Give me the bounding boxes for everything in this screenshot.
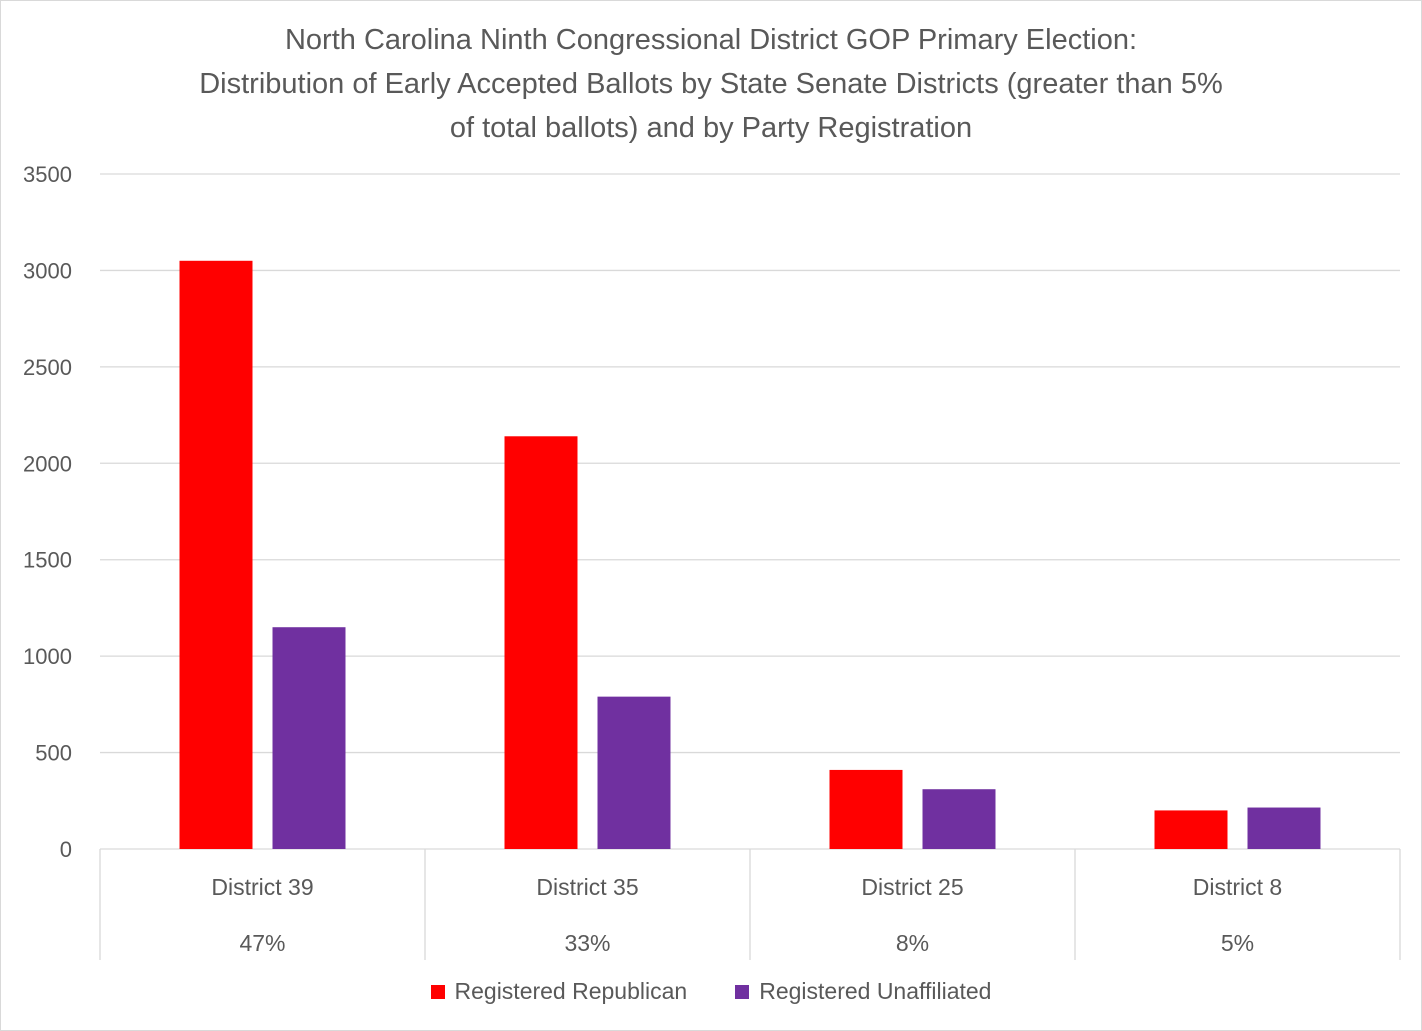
y-tick-label: 1000 [23,644,72,669]
category-label: District 39 [211,874,313,900]
bar-registered-republican-district-8 [1154,810,1228,849]
legend-label-republican: Registered Republican [454,978,688,1004]
legend-item-republican: Registered Republican [430,978,688,1005]
bar-registered-unaffiliated-district-25 [922,789,996,849]
bar-registered-unaffiliated-district-39 [272,627,346,849]
category-sublabel: 8% [896,930,929,956]
bar-registered-republican-district-39 [179,260,253,849]
y-tick-label: 1500 [23,548,72,573]
legend-item-unaffiliated: Registered Unaffiliated [735,978,991,1005]
chart-legend: Registered Republican Registered Unaffil… [0,978,1422,1005]
legend-label-unaffiliated: Registered Unaffiliated [759,978,992,1004]
bar-registered-unaffiliated-district-35 [597,696,671,849]
category-sublabel: 47% [239,930,285,956]
y-tick-label: 500 [35,741,72,766]
y-tick-label: 2500 [23,355,72,380]
bar-registered-republican-district-35 [504,436,578,849]
bar-registered-republican-district-25 [829,769,903,849]
chart-title: North Carolina Ninth Congressional Distr… [60,18,1362,150]
category-sublabel: 33% [564,930,610,956]
legend-swatch-republican [430,984,445,999]
y-tick-label: 2000 [23,451,72,476]
chart-title-line-2: Distribution of Early Accepted Ballots b… [199,68,1223,100]
chart-title-line-3: of total ballots) and by Party Registrat… [449,112,973,144]
legend-swatch-unaffiliated [735,984,750,999]
category-label: District 25 [861,874,963,900]
y-tick-label: 3500 [23,162,72,187]
category-sublabel: 5% [1221,930,1254,956]
y-tick-label: 3000 [23,258,72,283]
category-label: District 8 [1193,874,1282,900]
y-tick-label: 0 [60,837,72,862]
category-label: District 35 [536,874,638,900]
chart-title-line-1: North Carolina Ninth Congressional Distr… [284,24,1138,56]
bar-registered-unaffiliated-district-8 [1247,807,1321,849]
